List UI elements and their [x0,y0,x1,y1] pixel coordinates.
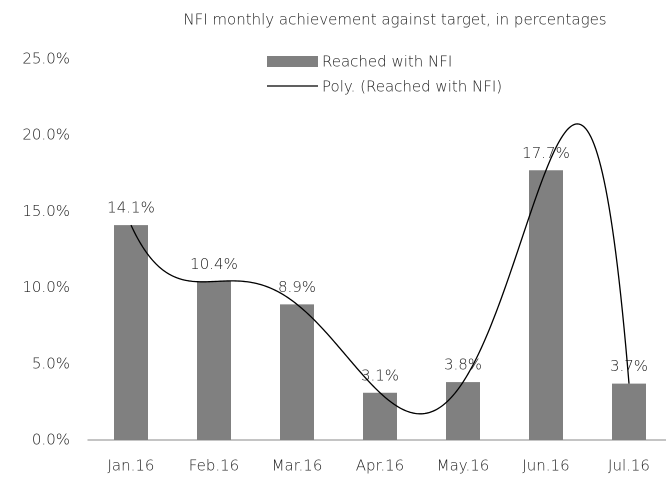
data-label: 8.9% [278,278,316,296]
bar [114,225,148,440]
bar [280,304,314,440]
legend-label: Poly. (Reached with NFI) [322,78,502,96]
bar [446,382,480,440]
legend-swatch [267,56,318,67]
data-label: 3.8% [444,356,482,374]
bar [197,281,231,440]
y-tick-label: 10.0% [22,278,70,296]
data-label: 3.7% [610,357,648,375]
chart-title: NFI monthly achievement against target, … [183,11,606,29]
bar [529,170,563,440]
x-tick-label: Feb.16 [189,457,239,475]
bar [612,383,646,440]
x-tick-label: Jan.16 [108,457,155,475]
y-tick-label: 20.0% [22,126,70,144]
y-tick-label: 5.0% [32,354,70,372]
data-label: 3.1% [361,366,399,384]
x-tick-label: Apr.16 [356,457,404,475]
trendline [130,123,630,415]
y-tick-label: 15.0% [22,202,70,220]
data-label: 14.1% [107,199,155,217]
x-tick-label: Jun.16 [522,457,569,475]
legend-label: Reached with NFI [322,53,452,71]
bar [363,392,397,440]
data-label: 10.4% [190,255,238,273]
data-label: 17.7% [522,144,570,162]
y-tick-label: 0.0% [32,431,70,449]
x-tick-label: May.16 [437,457,490,475]
x-tick-label: Mar.16 [272,457,323,475]
x-tick-label: Jul.16 [608,457,650,475]
y-tick-label: 25.0% [22,50,70,68]
